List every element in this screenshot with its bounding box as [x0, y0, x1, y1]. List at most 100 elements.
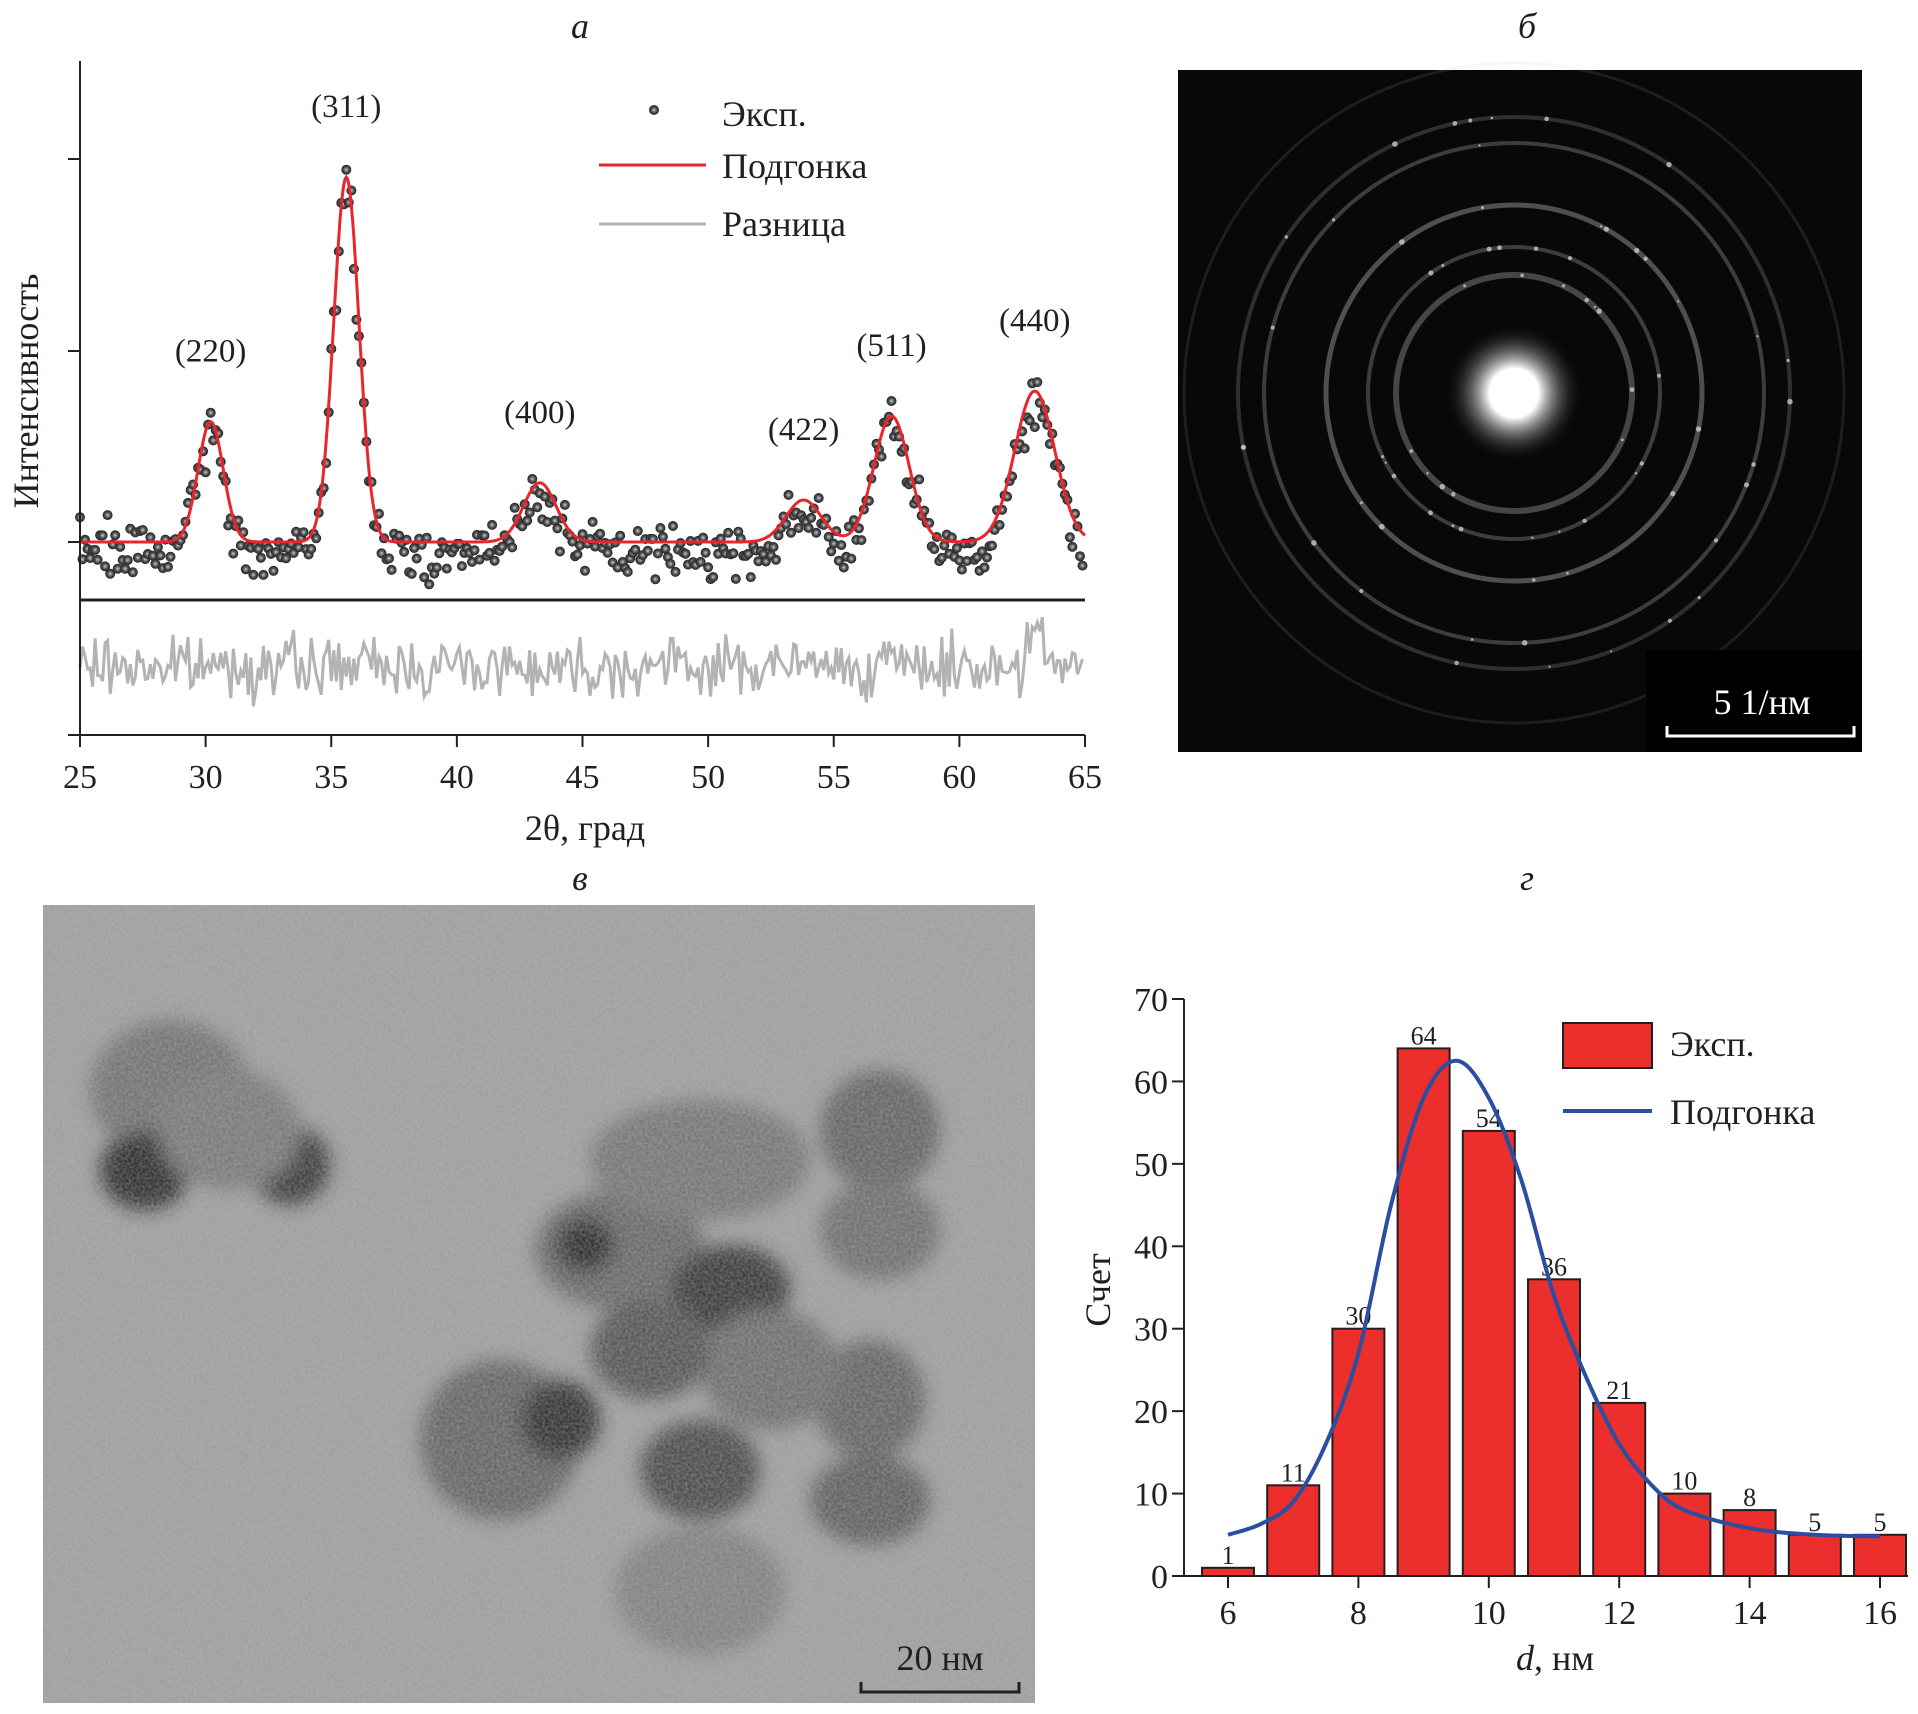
legend-fit-label: Подгонка: [722, 146, 867, 186]
exp-point: [200, 467, 211, 478]
diffraction-spot: [1399, 239, 1405, 245]
diffraction-spot: [1468, 118, 1473, 123]
diffraction-spot: [1634, 472, 1638, 475]
exp-point: [479, 530, 490, 541]
exp-point: [846, 553, 857, 564]
diffraction-spot: [1426, 472, 1429, 475]
diffraction-spot: [1428, 510, 1433, 516]
exp-point: [102, 510, 113, 521]
exp-point: [132, 552, 143, 563]
exp-point: [258, 569, 269, 580]
d-x-tick-label: 16: [1863, 1595, 1897, 1632]
exp-point: [994, 520, 1005, 530]
diffraction-spot: [1593, 305, 1596, 309]
diffraction-ring: [1393, 272, 1635, 514]
diffraction-spot: [1486, 246, 1492, 252]
a-x-tick-label: 40: [440, 759, 474, 796]
exp-point: [987, 540, 997, 551]
exp-point: [567, 536, 578, 547]
peak-label: (422): [768, 412, 839, 448]
d-x-label-unit: , нм: [1534, 1638, 1594, 1678]
exp-point: [150, 558, 161, 569]
histogram-bar: [1787, 1533, 1842, 1578]
a-x-tick-label: 50: [691, 759, 725, 796]
diffraction-spot: [1756, 335, 1759, 338]
peak-label: (511): [856, 328, 926, 364]
exp-point: [509, 502, 520, 513]
bar-data-label: 5: [1874, 1508, 1887, 1537]
diffraction-spot: [1392, 141, 1398, 147]
exp-point: [803, 522, 814, 533]
exp-point: [836, 540, 847, 551]
exp-point: [90, 544, 101, 555]
diffraction-ring: [1236, 115, 1792, 671]
exp-point: [97, 530, 108, 541]
panel-a: а (220) (311) (400) (422) (511) (440) 25 30 35 4…: [6, 6, 1102, 848]
difference-curve: [78, 616, 1084, 707]
diffraction-ring: [1366, 245, 1662, 541]
exp-point: [228, 548, 239, 559]
exp-point: [828, 538, 839, 549]
diffraction-spot: [1695, 426, 1702, 432]
diffraction-spot: [1379, 523, 1385, 530]
diffraction-spot: [1697, 596, 1701, 600]
exp-point: [112, 563, 123, 574]
exp-point: [700, 547, 711, 558]
exp-point: [936, 552, 947, 563]
saed-scale-label: 5 1/нм: [1713, 682, 1810, 722]
exp-point: [152, 542, 163, 553]
exp-point: [205, 407, 216, 418]
exp-point: [386, 564, 397, 575]
exp-point: [939, 540, 950, 551]
exp-point: [753, 556, 764, 567]
exp-point: [255, 552, 266, 563]
fit-curve: [1227, 1058, 1881, 1539]
exp-point: [419, 572, 430, 583]
exp-point: [771, 554, 781, 565]
diffraction-spot: [1620, 438, 1624, 442]
exp-point: [630, 544, 641, 555]
a-x-tick-label: 65: [1068, 759, 1102, 796]
exp-point: [147, 550, 158, 561]
exp-point: [253, 543, 264, 554]
exp-point: [615, 530, 626, 541]
exp-point: [698, 532, 709, 543]
diffraction-spot: [1521, 640, 1528, 646]
exp-point: [590, 541, 601, 552]
exp-point: [806, 512, 817, 523]
exp-point: [542, 517, 553, 527]
exp-point: [497, 541, 508, 552]
diffraction-spot: [1548, 665, 1551, 668]
exp-point: [441, 563, 452, 574]
diffraction-spot: [1544, 116, 1549, 122]
exp-point: [655, 523, 666, 533]
diffraction-spot: [1629, 387, 1635, 392]
exp-point: [1064, 532, 1075, 543]
d-x-tick-label: 12: [1602, 1595, 1636, 1632]
diffraction-spot: [1713, 538, 1719, 543]
exp-point: [826, 546, 837, 557]
exp-point: [311, 533, 322, 544]
bar-data-label: 64: [1411, 1021, 1437, 1050]
a-x-tick-label: 60: [942, 759, 976, 796]
exp-point: [680, 548, 691, 559]
exp-point: [208, 435, 219, 446]
bar-data-label: 11: [1281, 1458, 1306, 1487]
exp-point: [1067, 541, 1078, 552]
d-x-tick-label: 14: [1733, 1595, 1767, 1632]
exp-point: [743, 548, 754, 559]
exp-point: [979, 562, 990, 573]
bar-data-label: 10: [1671, 1467, 1697, 1496]
exp-point: [469, 545, 480, 556]
exp-point: [856, 535, 867, 546]
exp-point: [467, 556, 477, 567]
exp-point: [165, 551, 176, 562]
exp-point: [745, 572, 756, 583]
diffraction-spot: [1478, 144, 1481, 147]
diffraction-spot: [1666, 161, 1672, 168]
d-x-tick-label: 10: [1472, 1595, 1506, 1632]
legend-exp-label: Эксп.: [722, 94, 807, 134]
exp-point: [811, 527, 822, 538]
exp-point: [575, 540, 585, 551]
